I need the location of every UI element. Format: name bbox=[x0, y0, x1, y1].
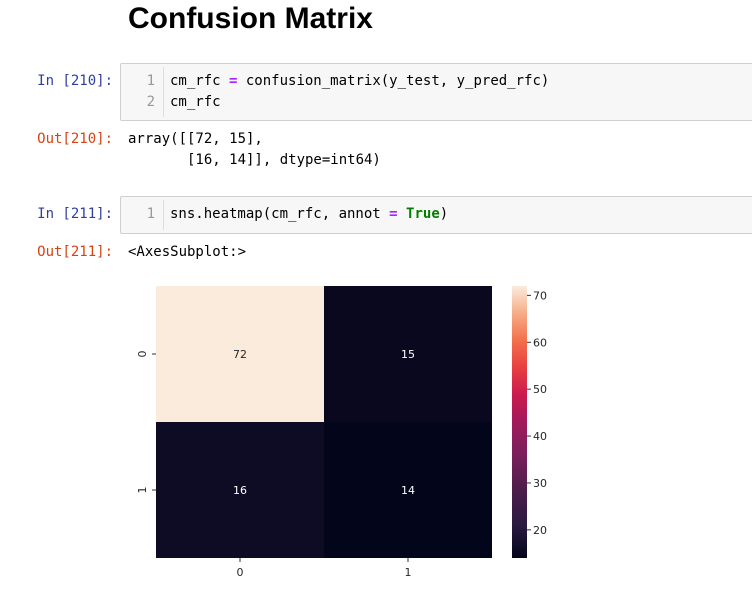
heatmap-cell bbox=[324, 286, 492, 422]
colorbar-tick-label: 20 bbox=[533, 524, 547, 537]
section-heading: Confusion Matrix bbox=[128, 2, 373, 35]
x-tick-label: 1 bbox=[405, 566, 412, 579]
code-cell-210[interactable]: 1 2 cm_rfc = confusion_matrix(y_test, y_… bbox=[120, 63, 752, 121]
colorbar bbox=[512, 286, 527, 558]
output-prompt-210: Out[210]: bbox=[37, 131, 113, 147]
gutter-separator bbox=[163, 200, 164, 230]
code-keyword: True bbox=[406, 206, 440, 222]
heatmap-annotation: 16 bbox=[233, 484, 247, 497]
gutter-separator bbox=[163, 67, 164, 117]
code-operator: = bbox=[229, 73, 238, 89]
code-token: cm_rfc bbox=[170, 94, 221, 110]
code-editor[interactable]: cm_rfc = confusion_matrix(y_test, y_pred… bbox=[170, 71, 549, 113]
heatmap-cell bbox=[156, 422, 324, 558]
heatmap-figure: 72 15 16 14 0 1 0 1 20 30 40 50 60 70 bbox=[136, 286, 547, 580]
output-prompt-211: Out[211]: bbox=[37, 244, 113, 260]
output-line: [16, 14]], dtype=int64) bbox=[128, 152, 381, 168]
cell-output-210: array([[72, 15], [16, 14]], dtype=int64) bbox=[128, 129, 381, 171]
heatmap-annotation: 72 bbox=[233, 348, 247, 361]
line-number: 1 bbox=[146, 73, 155, 89]
colorbar-tick-label: 40 bbox=[533, 430, 547, 443]
colorbar-tick-label: 70 bbox=[533, 289, 547, 302]
output-line: array([[72, 15], bbox=[128, 131, 263, 147]
line-number-gutter: 1 2 bbox=[121, 64, 157, 120]
code-cell-211[interactable]: 1 sns.heatmap(cm_rfc, annot = True) bbox=[120, 196, 752, 234]
colorbar-tick-label: 50 bbox=[533, 383, 547, 396]
heatmap-annotation: 15 bbox=[401, 348, 415, 361]
code-token: confusion_matrix(y_test, y_pred_rfc) bbox=[237, 73, 550, 89]
colorbar-ticks: 20 30 40 50 60 70 bbox=[527, 289, 547, 537]
colorbar-tick-label: 60 bbox=[533, 336, 547, 349]
code-token: sns.heatmap(cm_rfc, annot bbox=[170, 206, 390, 222]
x-tick-label: 0 bbox=[237, 566, 244, 579]
code-operator: = bbox=[389, 206, 398, 222]
heatmap-cell bbox=[324, 422, 492, 558]
line-number: 1 bbox=[146, 206, 155, 222]
y-tick-label: 1 bbox=[136, 487, 149, 494]
heatmap-annotation: 14 bbox=[401, 484, 415, 497]
cell-output-211: <AxesSubplot:> bbox=[128, 242, 246, 263]
input-prompt-210: In [210]: bbox=[37, 73, 113, 89]
heatmap-cells: 72 15 16 14 bbox=[156, 286, 492, 558]
heatmap-ticks: 0 1 0 1 bbox=[136, 351, 412, 580]
line-number: 2 bbox=[146, 94, 155, 110]
colorbar-tick-label: 30 bbox=[533, 477, 547, 490]
line-number-gutter: 1 bbox=[121, 197, 157, 233]
code-token: cm_rfc bbox=[170, 73, 230, 89]
code-token: ) bbox=[439, 206, 449, 222]
input-prompt-211: In [211]: bbox=[37, 206, 113, 222]
code-token bbox=[398, 206, 406, 222]
heatmap-cell bbox=[156, 286, 324, 422]
y-tick-label: 0 bbox=[136, 351, 149, 358]
code-editor[interactable]: sns.heatmap(cm_rfc, annot = True) bbox=[170, 204, 448, 225]
output-line: <AxesSubplot:> bbox=[128, 244, 247, 260]
